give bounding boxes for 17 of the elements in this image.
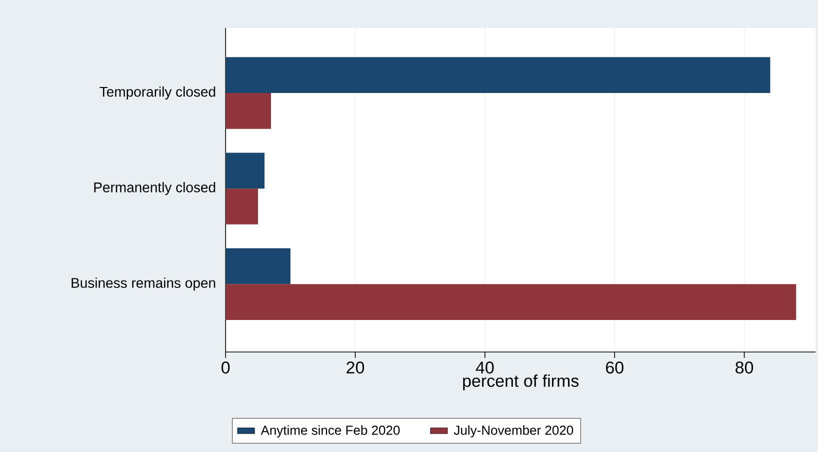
bar (226, 248, 290, 284)
x-tick-label: 20 (346, 362, 364, 374)
x-tick-label: 80 (736, 362, 754, 374)
y-tick-label: Temporarily closed (100, 86, 216, 100)
legend-label: Anytime since Feb 2020 (260, 425, 400, 438)
bar (226, 152, 265, 189)
x-tick-label: 0 (222, 362, 230, 374)
x-tick-label: 40 (476, 362, 494, 374)
x-axis-title: percent of firms (463, 374, 579, 390)
bar (226, 57, 770, 93)
y-tick-label: Business remains open (72, 278, 216, 291)
legend-label: July-November 2020 (454, 425, 574, 438)
bar (226, 92, 271, 129)
bar (226, 188, 258, 224)
bar (226, 284, 796, 320)
x-tick-label: 60 (606, 362, 624, 374)
y-tick-label: Permanently closed (94, 182, 216, 196)
